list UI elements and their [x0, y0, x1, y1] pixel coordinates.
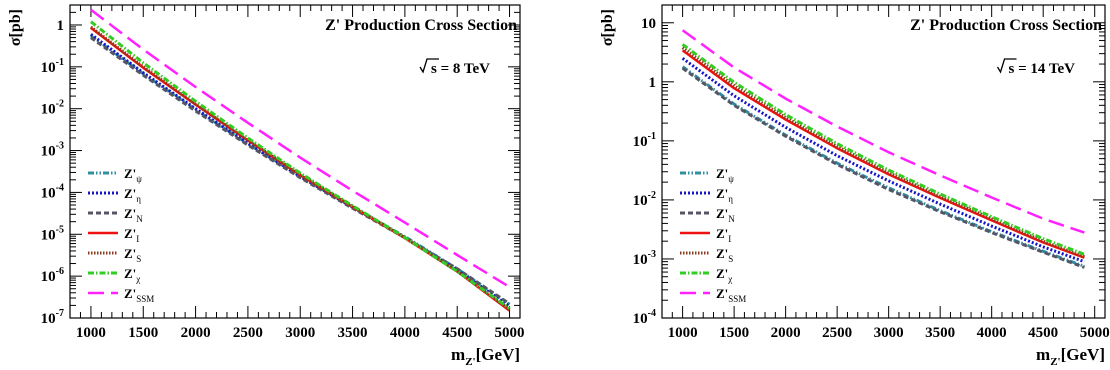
y-tick-label: 10-1	[633, 131, 656, 150]
series-line	[681, 49, 1085, 259]
series-line	[89, 25, 511, 311]
x-tick-label: 2500	[233, 325, 263, 341]
x-tick-label: 2000	[181, 325, 211, 341]
y-tick-label: 10-3	[41, 141, 64, 160]
legend-label: Z'χ	[716, 266, 732, 284]
series-line	[681, 46, 1085, 258]
y-tick-label: 10-1	[41, 57, 64, 76]
series-line	[89, 20, 511, 310]
y-tick-label: 10	[641, 16, 656, 32]
y-tick-label: 10-6	[41, 266, 64, 285]
x-tick-label: 4000	[977, 325, 1007, 341]
legend-label: Z'N	[716, 206, 735, 224]
sqrt-symbol	[996, 58, 1017, 74]
y-tick-label: 10-2	[41, 99, 64, 118]
x-axis-title: mZ'[GeV]	[1036, 345, 1105, 368]
energy-label: s = 8 TeV	[431, 61, 490, 77]
y-tick-label: 1	[57, 18, 65, 34]
legend-label: Z'SSM	[716, 286, 746, 304]
y-axis-title: σ[pb]	[599, 9, 616, 46]
x-tick-label: 1000	[76, 325, 106, 341]
x-tick-label: 4000	[390, 325, 420, 341]
series-group	[681, 29, 1085, 269]
x-tick-label: 3000	[285, 325, 315, 341]
y-tick-label: 10-4	[633, 308, 656, 327]
plot-frame	[661, 4, 1106, 319]
chart-title: Z' Production Cross Section	[325, 17, 517, 34]
x-tick-label: 4500	[1028, 325, 1058, 341]
legend-label: Z'ψ	[124, 166, 142, 184]
plot-frame	[69, 4, 521, 319]
legend-label: Z'χ	[124, 266, 140, 284]
legend-label: Z'S	[716, 246, 733, 264]
x-tick-label: 3500	[338, 325, 368, 341]
series-line	[681, 66, 1085, 269]
series-group	[89, 8, 511, 312]
energy-label: s = 14 TeV	[1009, 61, 1076, 77]
y-tick-label: 10-7	[41, 308, 64, 327]
chart-title: Z' Production Cross Section	[910, 17, 1102, 34]
x-tick-label: 5000	[1080, 325, 1110, 341]
legend-label: Z'N	[124, 206, 143, 224]
legend-label: Z'I	[124, 226, 139, 244]
y-tick-label: 1	[649, 75, 657, 91]
chart-14tev: 1000 1500 2000 2500 3000 3500 4000 4500 5000 10 1 1…	[599, 4, 1110, 368]
sqrt-symbol	[419, 58, 440, 74]
legend-label: Z'η	[124, 186, 141, 204]
series-line	[681, 57, 1085, 264]
y-axis-title: σ[pb]	[7, 9, 24, 46]
legend-label: Z'S	[124, 246, 141, 264]
x-tick-label: 2500	[822, 325, 852, 341]
x-axis-title: mZ'[GeV]	[451, 345, 520, 368]
legend-label: Z'I	[716, 226, 731, 244]
legend-label: Z'ψ	[716, 166, 734, 184]
x-tick-label: 1500	[719, 325, 749, 341]
y-tick-label: 10-4	[41, 182, 64, 201]
x-tick-label: 3000	[874, 325, 904, 341]
x-tick-label: 3500	[925, 325, 955, 341]
series-line	[681, 43, 1085, 256]
chart-8tev: 1000 1500 2000 2500 3000 3500 4000 4500 5000 1 10-…	[7, 4, 525, 368]
legend-label: Z'η	[716, 186, 733, 204]
series-line	[681, 29, 1085, 234]
y-tick-label: 10-2	[633, 190, 656, 209]
series-line	[90, 8, 511, 289]
y-tick-label: 10-5	[41, 224, 64, 243]
x-tick-label: 5000	[495, 325, 525, 341]
x-tick-label: 2000	[771, 325, 801, 341]
x-tick-label: 4500	[442, 325, 472, 341]
x-tick-label: 1000	[668, 325, 698, 341]
x-tick-label: 1500	[128, 325, 158, 341]
legend-label: Z'SSM	[124, 286, 154, 304]
y-tick-label: 10-3	[633, 249, 656, 268]
series-line	[90, 36, 511, 305]
